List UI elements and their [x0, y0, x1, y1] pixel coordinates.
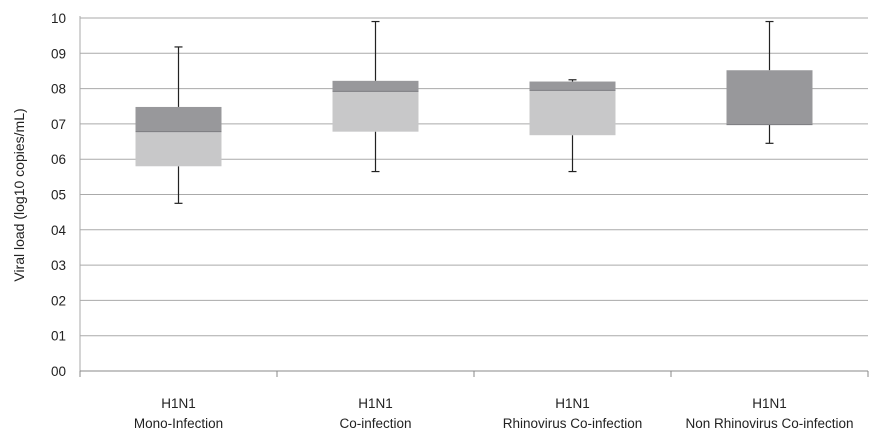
category-label-line2: Co-infection — [339, 416, 411, 431]
y-tick-label: 02 — [51, 293, 66, 308]
box-series — [135, 20, 813, 204]
lower-box — [332, 91, 419, 132]
axes — [79, 16, 869, 377]
y-tick-label: 04 — [51, 223, 67, 238]
upper-box — [726, 70, 813, 125]
y-tick-labels: 00 01 02 03 04 05 06 07 08 09 10 — [51, 11, 67, 379]
category-label-line1: H1N1 — [161, 396, 196, 411]
upper-box — [332, 80, 419, 92]
y-tick-label: 06 — [51, 152, 66, 167]
y-tick-label: 00 — [51, 364, 66, 379]
y-tick-label: 05 — [51, 188, 66, 203]
category-label-line2: Rhinovirus Co-infection — [503, 416, 643, 431]
category-label-line1: H1N1 — [358, 396, 393, 411]
category-label-line2: Non Rhinovirus Co-infection — [685, 416, 853, 431]
y-tick-label: 03 — [51, 258, 66, 273]
lower-box — [529, 90, 616, 136]
gridlines — [80, 17, 868, 337]
y-axis-label: Viral load (log10 copies/mL) — [11, 108, 27, 281]
y-tick-label: 08 — [51, 82, 66, 97]
y-tick-label: 09 — [51, 46, 66, 61]
x-category-labels: H1N1 Mono-Infection H1N1 Co-infection H1N1 Rh… — [134, 396, 854, 431]
y-tick-label: 01 — [51, 329, 66, 344]
category-label-line2: Mono-Infection — [134, 416, 223, 431]
y-tick-label: 10 — [51, 11, 66, 26]
upper-box — [135, 106, 222, 132]
upper-box — [529, 81, 616, 91]
lower-box — [135, 131, 222, 167]
category-label-line1: H1N1 — [752, 396, 787, 411]
y-tick-label: 07 — [51, 117, 66, 132]
category-label-line1: H1N1 — [555, 396, 590, 411]
